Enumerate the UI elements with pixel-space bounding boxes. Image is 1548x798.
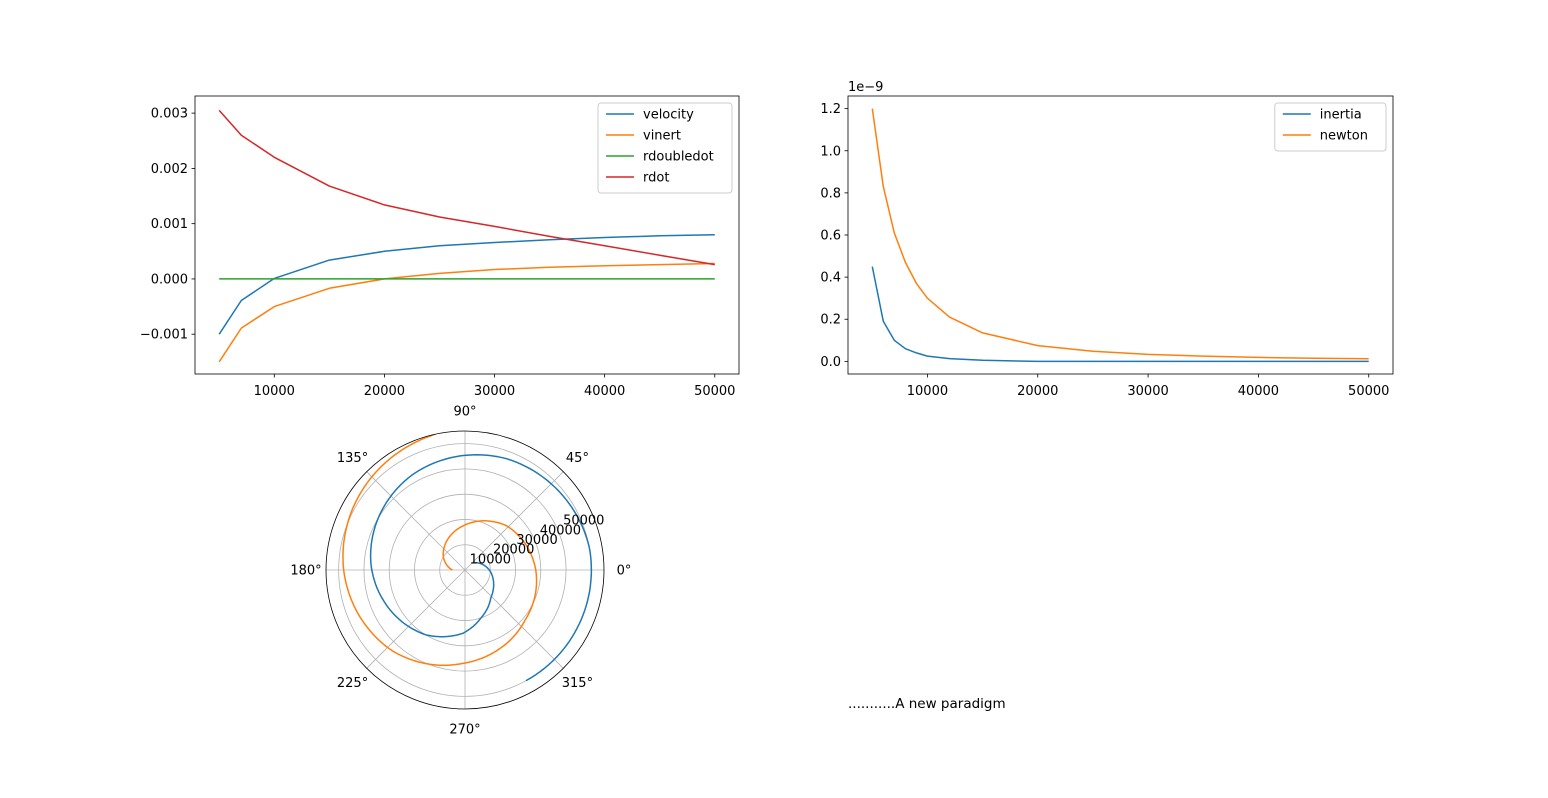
theta-tick-label: 135° bbox=[337, 451, 368, 466]
series-group bbox=[218, 109, 715, 363]
polar-frame bbox=[325, 430, 605, 710]
polar-chart: 0° 45° 90° 135° 180° 225° 270° 315° 100002000030… bbox=[290, 405, 631, 738]
x-tick-label: 40000 bbox=[584, 384, 625, 399]
axes-frame bbox=[194, 95, 740, 375]
y-tick-label: 0.4 bbox=[820, 271, 841, 286]
x-tick-label: 20000 bbox=[1017, 384, 1058, 399]
series-line-rdot bbox=[218, 109, 715, 266]
r-tick-label: 10000 bbox=[470, 552, 511, 567]
legend-frame bbox=[1274, 102, 1387, 152]
y-tick-label: 0.8 bbox=[820, 186, 841, 201]
polar-grid-spoke bbox=[366, 569, 466, 669]
y-tick-label: 0.0 bbox=[820, 355, 841, 370]
polar-series-group bbox=[342, 433, 593, 682]
caption-text: ...........A new paradigm bbox=[848, 696, 1006, 712]
legend: velocity vinert rdoubledot rdot bbox=[597, 102, 733, 194]
polar-series-2 bbox=[342, 433, 538, 667]
theta-tick-label: 180° bbox=[290, 564, 321, 579]
polar-grid-spoke bbox=[464, 471, 564, 571]
y-tick-label: 0.2 bbox=[820, 313, 841, 328]
legend: inertia newton bbox=[1274, 102, 1387, 152]
x-tick-label: 30000 bbox=[1127, 384, 1168, 399]
r-tick-label: 50000 bbox=[563, 514, 604, 529]
y-offset-label: 1e−9 bbox=[848, 80, 883, 95]
series-line-newton bbox=[871, 108, 1369, 360]
y-tick-label: 0.001 bbox=[151, 217, 188, 232]
legend-label: velocity bbox=[643, 108, 694, 123]
x-tick-label: 50000 bbox=[1348, 384, 1389, 399]
polar-grid-spoke bbox=[464, 569, 564, 669]
line-chart-1: 10000 20000 30000 40000 50000 −0.001 0.000 0.00… bbox=[140, 95, 740, 399]
legend-frame bbox=[597, 102, 733, 194]
legend-label: inertia bbox=[1320, 108, 1362, 123]
y-tick-label: 0.6 bbox=[820, 229, 841, 244]
r-tick-label: 40000 bbox=[540, 523, 581, 538]
x-tick-label: 20000 bbox=[364, 384, 405, 399]
y-tick-label: 1.2 bbox=[820, 102, 841, 117]
legend-label: newton bbox=[1320, 129, 1368, 144]
theta-tick-label: 0° bbox=[617, 564, 632, 579]
line-chart-2: 10000 20000 30000 40000 50000 0.0 0.2 0.4 0.6 0.8… bbox=[820, 80, 1394, 399]
theta-tick-label: 45° bbox=[566, 451, 589, 466]
x-tick-label: 40000 bbox=[1238, 384, 1279, 399]
series-line-vinert bbox=[218, 262, 715, 363]
x-tick-label: 10000 bbox=[254, 384, 295, 399]
polar-grid-spoke bbox=[366, 471, 466, 571]
theta-tick-label: 90° bbox=[453, 405, 476, 420]
legend-label: rdot bbox=[643, 171, 669, 186]
legend-label: vinert bbox=[643, 129, 681, 144]
x-tick-label: 50000 bbox=[694, 384, 735, 399]
polar-series-1 bbox=[369, 454, 593, 682]
y-tick-label: 0.000 bbox=[151, 272, 188, 287]
x-tick-label: 30000 bbox=[474, 384, 515, 399]
series-group bbox=[871, 108, 1369, 363]
theta-tick-label: 315° bbox=[562, 676, 593, 691]
legend-label: rdoubledot bbox=[643, 150, 714, 165]
r-tick-label: 30000 bbox=[516, 533, 557, 548]
theta-tick-label: 270° bbox=[449, 723, 480, 738]
theta-tick-label: 225° bbox=[337, 676, 368, 691]
y-tick-label: −0.001 bbox=[140, 328, 188, 343]
x-tick-label: 10000 bbox=[907, 384, 948, 399]
y-tick-label: 1.0 bbox=[820, 144, 841, 159]
r-tick-label: 20000 bbox=[493, 543, 534, 558]
series-line-inertia bbox=[871, 266, 1369, 363]
y-tick-label: 0.002 bbox=[151, 162, 188, 177]
y-tick-label: 0.003 bbox=[151, 107, 188, 122]
series-line-velocity bbox=[218, 233, 715, 335]
